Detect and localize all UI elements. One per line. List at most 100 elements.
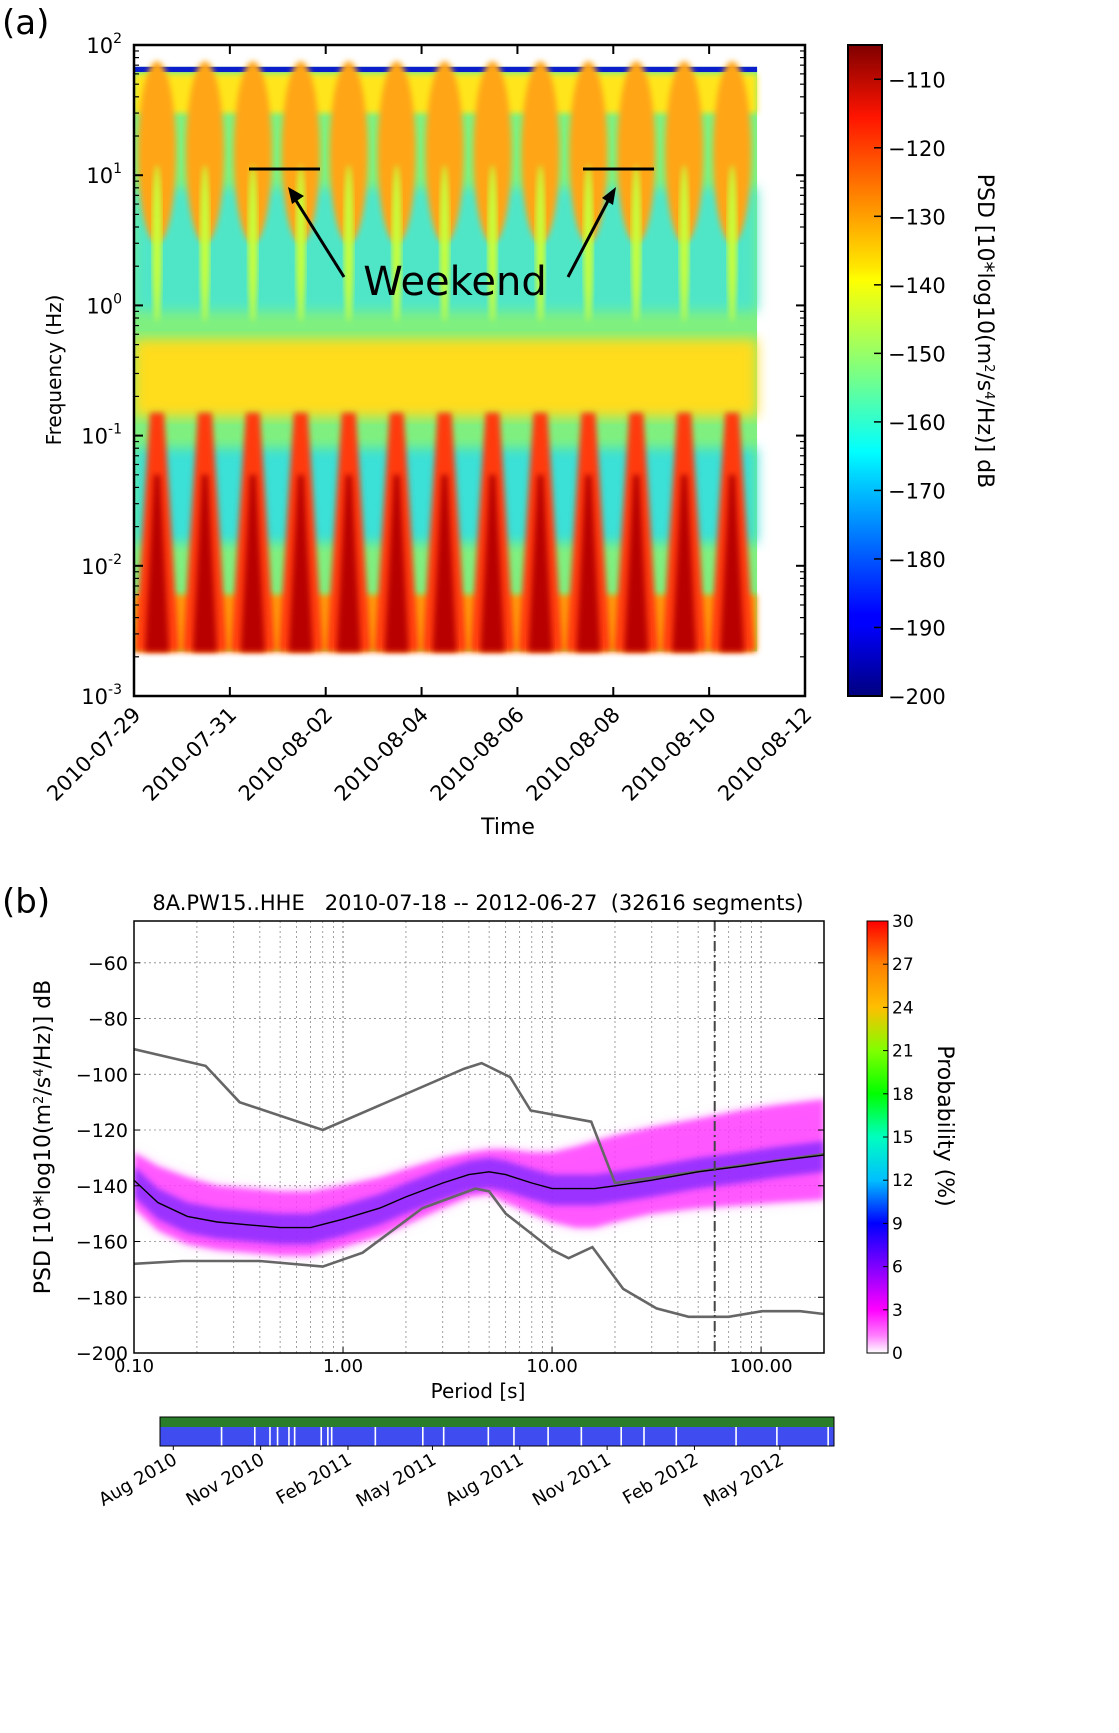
y-axis-a: 10-3 10-2 10-1 100 101 102 <box>81 31 805 709</box>
y-tick-label-b: −100 <box>76 1064 128 1086</box>
coverage-gap <box>276 1427 279 1446</box>
x-tick-label-b: 100.00 <box>730 1356 793 1377</box>
colorbar-a-tick-label: −120 <box>888 137 946 161</box>
daily-peak-stem <box>295 164 306 322</box>
y-axis-label-a: Frequency (Hz) <box>42 295 66 446</box>
x-tick-label-b: 10.00 <box>526 1356 578 1377</box>
colorbar-b-label: Probability (%) <box>932 1045 957 1206</box>
coverage-gap <box>327 1427 329 1446</box>
colorbar-a <box>847 44 883 697</box>
colorbar-a-tick-label: −160 <box>888 411 946 435</box>
coverage-tick-label: Nov 2010 <box>183 1449 269 1511</box>
daily-peak-hf <box>521 61 560 244</box>
coverage-tick-label: Aug 2010 <box>95 1449 181 1511</box>
coverage-gap <box>675 1427 678 1446</box>
daily-peak-stem <box>152 164 162 322</box>
panel-b-label: (b) <box>2 882 50 922</box>
weekend-arrowhead-1 <box>288 187 304 204</box>
coverage-gap <box>293 1427 296 1446</box>
y-tick-label-a: 101 <box>86 161 122 188</box>
daily-peak <box>614 61 659 652</box>
panel-a-label: (a) <box>2 3 49 43</box>
colorbar-b-ticks: 0 3 6 9 12 15 18 21 24 27 30 <box>883 912 914 1364</box>
x-tick-label-a: 2010-07-31 <box>138 703 241 806</box>
x-tick-label-a: 2010-08-08 <box>522 703 625 806</box>
colorbar-b-tick-label: 18 <box>892 1085 914 1105</box>
y-axis-label-b: PSD [10*log10(m2/s4/Hz)] dB <box>31 980 56 1294</box>
x-axis-label-b: Period [s] <box>431 1379 526 1403</box>
y-tick-label-b: −120 <box>76 1120 128 1142</box>
daily-peak-stem <box>439 164 450 322</box>
daily-peak-hf <box>569 61 608 244</box>
daily-peak-core <box>432 474 457 652</box>
coverage-gap <box>330 1427 333 1446</box>
weekend-annotation: Weekend <box>249 167 654 305</box>
x-tick-label-a: 2010-08-12 <box>713 703 816 806</box>
coverage-gap <box>288 1427 290 1446</box>
daily-peak <box>135 61 179 652</box>
daily-peak <box>470 61 515 652</box>
daily-peak <box>710 61 755 652</box>
noise-model-lines <box>134 921 824 1353</box>
coverage-gap <box>374 1427 377 1446</box>
daily-peak-core <box>672 474 697 652</box>
coverage-gap <box>513 1427 515 1446</box>
x-tick-label-b: 1.00 <box>323 1356 363 1377</box>
daily-peak-hf <box>233 61 272 244</box>
daily-peak-core <box>288 474 313 652</box>
daily-peak <box>182 61 227 652</box>
y-tick-label-b: −200 <box>76 1343 128 1365</box>
daily-peak-core <box>384 474 409 652</box>
coverage-gap <box>827 1427 829 1446</box>
colorbar-a-label: PSD [10*log10(m2/s4/Hz)] dB <box>972 174 997 488</box>
daily-peak-hf <box>713 61 752 244</box>
daily-peak-stem <box>343 164 354 322</box>
colorbar-b-tick-label: 24 <box>892 998 914 1018</box>
daily-peak-core <box>240 474 265 652</box>
x-axis-b: 0.10 1.00 10.00 100.00 <box>114 1347 793 1377</box>
daily-peak-core <box>145 474 169 652</box>
colorbar-a-ticks: −110 −120 −130 −140 −150 −160 −170 −180 −190 −200 <box>874 68 946 709</box>
daily-peak-stem <box>199 164 210 322</box>
y-tick-label-b: −180 <box>76 1287 128 1309</box>
coverage-tick-label: Aug 2011 <box>442 1449 528 1511</box>
colorbar-a-tick-label: −110 <box>888 68 946 92</box>
daily-peak <box>326 61 371 652</box>
y-tick-label-b: −140 <box>76 1176 128 1198</box>
colorbar-a-tick-label: −180 <box>888 548 946 572</box>
y-tick-label-b: −60 <box>88 953 128 975</box>
daily-peak-hf <box>425 61 464 244</box>
low-noise-model-line <box>134 1187 824 1319</box>
y-tick-label-a: 102 <box>86 31 122 58</box>
daily-peak <box>230 61 275 652</box>
daily-peak-stem <box>631 164 642 322</box>
colorbar-a-tick-label: −140 <box>888 274 946 298</box>
y-tick-label-b: −80 <box>88 1009 128 1031</box>
coverage-frame <box>159 1416 835 1447</box>
daily-peak <box>518 61 563 652</box>
coverage-tick-label: Feb 2012 <box>619 1449 702 1509</box>
panel-b: (b) 8A.PW15..HHE 2010-07-18 -- 2012-06-2… <box>2 882 957 1512</box>
daily-peak <box>422 61 467 652</box>
daily-peak-core <box>192 474 217 652</box>
x-tick-label-a: 2010-08-04 <box>330 703 433 806</box>
colorbar-b-tick-label: 9 <box>892 1214 903 1234</box>
daily-peak-stem <box>679 164 690 322</box>
weekend-label: Weekend <box>363 259 547 305</box>
daily-peak-hf <box>377 61 416 244</box>
coverage-gap <box>580 1427 583 1446</box>
daily-peak-stem <box>391 164 402 322</box>
coverage-gap <box>547 1427 549 1446</box>
daily-peak-stem <box>727 164 738 322</box>
colorbar-b-tick-label: 6 <box>892 1258 903 1278</box>
daily-peak <box>374 61 419 652</box>
weekend-arrowhead-2 <box>602 187 616 205</box>
daily-peak-hf <box>473 61 512 244</box>
daily-peak-hf <box>665 61 704 244</box>
daily-peak-stem <box>247 164 258 322</box>
coverage-data-bar <box>160 1417 834 1427</box>
pdf-probability-band <box>134 1099 824 1256</box>
